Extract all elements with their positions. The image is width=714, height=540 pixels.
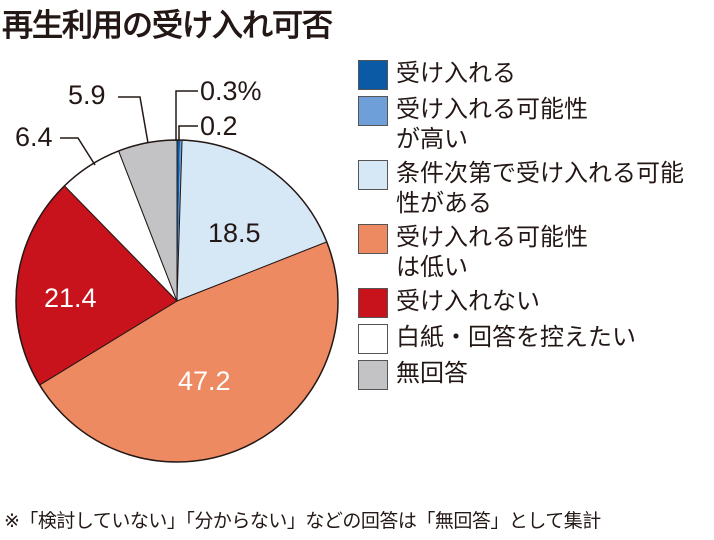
legend-label: 受け入れる可能性は低い [396,223,588,281]
legend-label: 受け入れない [396,287,540,315]
footnote: ※「検討していない」「分からない」などの回答は「無回答」として集計 [4,510,601,532]
legend-swatch [358,224,388,254]
legend-swatch [358,360,388,390]
legend-label: 条件次第で受け入れる可能性がある [396,159,684,217]
legend-item: 白紙・回答を控えたい [358,322,706,354]
legend-swatch [358,96,388,126]
chart-title: 再生利用の受け入れ可否 [2,8,333,44]
legend-swatch [358,160,388,190]
pie-slice-0 [177,140,181,301]
data-label-4: 21.4 [44,283,97,313]
legend-label: 無回答 [396,359,468,387]
pie-outline [15,139,339,463]
legend-swatch [358,324,388,354]
data-label-5: 6.4 [15,122,53,152]
legend-item: 無回答 [358,358,706,390]
leader-line-1 [178,125,198,141]
legend-label: 受け入れる [396,59,516,87]
legend-swatch [358,288,388,318]
legend-item: 受け入れる可能性が高い [358,94,706,154]
legend: 受け入れる 受け入れる可能性が高い 条件次第で受け入れる可能性がある 受け入れる… [358,58,706,394]
legend-label: 白紙・回答を控えたい [396,323,636,351]
legend-item: 受け入れる [358,58,706,90]
data-label-2: 18.5 [208,218,261,248]
leader-line-6 [118,96,149,144]
legend-label: 受け入れる可能性が高い [396,95,588,153]
legend-item: 条件次第で受け入れる可能性がある [358,158,706,218]
legend-item: 受け入れる可能性は低い [358,222,706,282]
leader-line-5 [60,137,96,166]
data-label-1: 0.2 [200,111,238,141]
data-label-6: 5.9 [68,80,106,110]
data-label-3: 47.2 [178,366,231,396]
legend-item: 受け入れない [358,286,706,318]
leader-line-0 [175,90,198,141]
data-label-0: 0.3% [200,76,262,106]
legend-swatch [358,60,388,90]
